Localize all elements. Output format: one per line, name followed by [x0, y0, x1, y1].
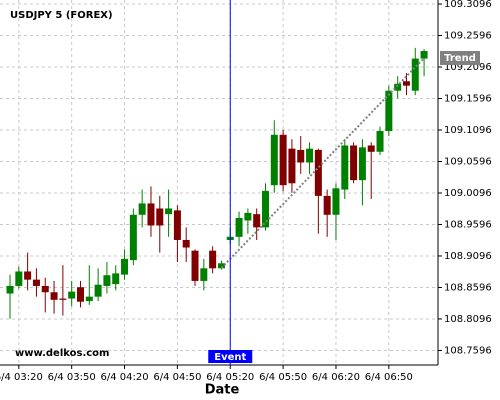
candle-body: [367, 145, 375, 152]
y-tick-label: 109.1096: [444, 125, 492, 136]
candle-body: [270, 134, 278, 186]
x-tick-label: 6/4 06:20: [312, 372, 360, 383]
candle-body: [217, 263, 225, 269]
candle-body: [121, 258, 129, 275]
candle-body: [182, 239, 190, 248]
y-tick-label: 109.0096: [444, 188, 492, 199]
plot-area: [0, 0, 438, 365]
candle-body: [376, 131, 384, 152]
candle-body: [314, 149, 322, 196]
trend-line: [220, 57, 425, 269]
y-tick-label: 109.1596: [444, 94, 492, 105]
candle-body: [394, 83, 402, 91]
y-tick-label: 109.3096: [444, 0, 492, 10]
x-tick-label: 6/4 03:20: [0, 372, 43, 383]
candle-body: [385, 90, 393, 132]
y-tick-label: 108.8096: [444, 314, 492, 325]
candle-body: [288, 148, 296, 184]
candle-body: [332, 188, 340, 215]
candle-body: [129, 214, 137, 261]
x-tick-label: 6/4 05:50: [259, 372, 307, 383]
candle-body: [261, 190, 269, 228]
candle-body: [173, 210, 181, 240]
candle-body: [94, 284, 102, 297]
chart-title: USDJPY 5 (FOREX): [10, 10, 113, 21]
y-tick-label: 109.2096: [444, 62, 492, 73]
candle-body: [15, 271, 23, 286]
candle-body: [165, 208, 173, 215]
event-label-box: [208, 350, 253, 363]
candle-body: [402, 81, 410, 86]
candle-body: [253, 214, 261, 228]
candle-body: [279, 134, 287, 186]
x-tick-label: 6/4 03:50: [48, 372, 96, 383]
candle-body: [32, 279, 40, 286]
candle-body: [235, 217, 243, 237]
candle-body: [358, 147, 366, 181]
candle-body: [191, 250, 199, 281]
candle-body: [147, 203, 155, 226]
candle-body: [420, 51, 428, 59]
trend-label: Trend: [444, 53, 476, 64]
candle-body: [209, 250, 217, 269]
candle-body: [156, 208, 164, 226]
candle-body: [59, 298, 67, 300]
candle-body: [350, 145, 358, 181]
x-tick-label: 6/4 04:20: [100, 372, 148, 383]
y-tick-label: 109.0596: [444, 156, 492, 167]
x-tick-label: 6/4 05:20: [206, 372, 254, 383]
x-tick-label: 6/4 06:50: [365, 372, 413, 383]
watermark: www.delkos.com: [15, 348, 109, 359]
candle-body: [103, 275, 111, 286]
candle-body: [323, 195, 331, 215]
candle-body: [297, 149, 305, 163]
candle-body: [411, 58, 419, 91]
x-axis-label: Date: [205, 383, 240, 398]
candle-body: [76, 287, 84, 302]
candle-body: [112, 273, 120, 285]
y-tick-label: 108.9096: [444, 251, 492, 262]
candle-body: [6, 285, 14, 294]
candle-body: [50, 292, 58, 300]
event-label: Event: [214, 352, 246, 363]
y-tick-label: 108.9596: [444, 219, 492, 230]
trend-label-box: [440, 51, 480, 66]
candle-body: [68, 291, 76, 299]
y-tick-label: 108.7596: [444, 345, 492, 356]
x-tick-label: 6/4 04:50: [153, 372, 201, 383]
candle-body: [306, 148, 314, 163]
candle-body: [244, 212, 252, 221]
candle-body: [200, 268, 208, 281]
candle-body: [341, 145, 349, 190]
candle-body: [85, 296, 93, 302]
candle-body: [138, 203, 146, 215]
candle-body: [24, 271, 32, 280]
y-tick-label: 109.2596: [444, 31, 492, 42]
y-tick-label: 108.8596: [444, 282, 492, 293]
candle-body: [41, 285, 49, 293]
